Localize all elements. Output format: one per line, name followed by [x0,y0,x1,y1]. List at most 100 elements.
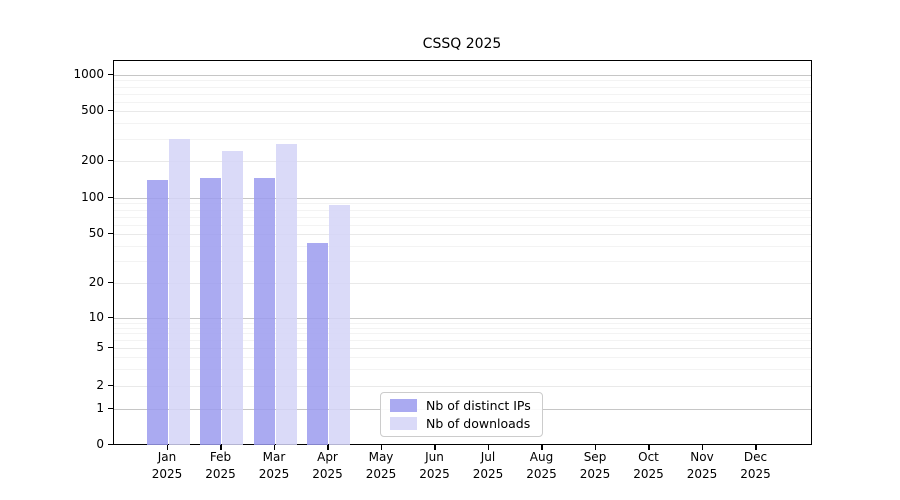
x-tick-month: Aug [529,450,554,464]
minor-gridline [114,101,811,103]
x-tick-year: 2025 [526,467,557,481]
x-tick-month: Jul [480,450,496,464]
minor-gridline [114,261,811,263]
x-tick-mark [541,445,543,450]
y-tick-label: 1 [96,401,104,415]
y-tick-label: 500 [81,103,104,117]
x-tick-mark [487,445,489,450]
x-tick-mark [220,445,222,450]
y-tick-label: 50 [88,226,104,240]
x-tick-month: Oct [638,450,659,464]
legend-item-downloads: Nb of downloads [390,416,542,431]
legend: Nb of distinct IPs Nb of downloads [380,392,543,437]
y-tick-mark [108,109,113,111]
major-gridline [114,234,811,235]
minor-gridline [114,340,811,342]
minor-gridline [114,369,811,371]
x-tick-label: Jan 2025 [140,449,194,483]
x-tick-month: Jun [425,450,444,464]
y-tick-mark [108,159,113,161]
major-gridline [114,318,811,319]
x-tick-year: 2025 [205,467,236,481]
major-gridline [114,283,811,284]
major-gridline [114,161,811,162]
x-tick-label: Sep 2025 [568,449,622,483]
minor-gridline [114,216,811,218]
minor-gridline [114,245,811,247]
x-tick-month: Sep [583,450,607,464]
x-tick-month: Dec [743,450,768,464]
x-tick-mark [327,445,329,450]
x-tick-mark [380,445,382,450]
x-tick-mark [434,445,436,450]
minor-gridline [114,86,811,88]
major-gridline [114,75,811,76]
x-tick-mark [701,445,703,450]
x-tick-mark [755,445,757,450]
minor-gridline [114,123,811,125]
x-tick-year: 2025 [258,467,290,481]
x-tick-label: May 2025 [354,449,408,483]
x-tick-label: Dec 2025 [729,449,783,483]
major-gridline [114,348,811,349]
y-tick-mark [108,232,113,234]
legend-swatch-downloads [390,417,417,430]
x-tick-label: Oct 2025 [622,449,676,483]
y-tick-label: 5 [96,340,104,354]
minor-gridline [114,209,811,211]
bar-jan-downloads [168,138,190,445]
legend-swatch-distinct-ips [390,399,417,412]
minor-gridline [114,203,811,205]
x-tick-month: Mar [262,450,286,464]
y-tick-mark [108,384,113,386]
minor-gridline [114,224,811,226]
bar-mar-distinct-ips [253,178,275,445]
minor-gridline [114,357,811,359]
x-tick-year: 2025 [365,467,397,481]
x-tick-mark [594,445,596,450]
x-tick-year: 2025 [686,467,718,481]
x-tick-label: Nov 2025 [675,449,729,483]
minor-gridline [114,138,811,140]
x-tick-label: Jul 2025 [461,449,515,483]
x-tick-year: 2025 [740,467,771,481]
y-tick-label: 10 [88,310,104,324]
legend-item-distinct-ips: Nb of distinct IPs [390,398,542,413]
x-tick-label: Feb 2025 [194,449,248,483]
bar-feb-downloads [222,151,243,445]
x-tick-mark [273,445,275,450]
bar-feb-distinct-ips [200,178,221,445]
bar-apr-downloads [329,205,350,445]
x-tick-year: 2025 [579,467,611,481]
y-tick-label: 20 [88,275,104,289]
x-tick-label: Jun 2025 [408,449,462,483]
bar-apr-distinct-ips [307,243,328,445]
x-tick-year: 2025 [151,467,183,481]
x-tick-year: 2025 [312,467,343,481]
bar-jan-distinct-ips [146,180,168,445]
minor-gridline [114,80,811,82]
x-tick-month: Apr [317,450,338,464]
x-tick-label: Apr 2025 [301,449,355,483]
y-tick-mark [108,346,113,348]
y-tick-mark [108,281,113,283]
y-tick-mark [108,196,113,198]
x-tick-year: 2025 [633,467,664,481]
major-gridline [114,198,811,199]
x-tick-month: Jan [157,450,177,464]
y-tick-mark [108,407,113,409]
minor-gridline [114,93,811,95]
y-tick-label: 0 [96,437,104,451]
x-tick-label: Mar 2025 [247,449,301,483]
bar-mar-downloads [275,143,297,445]
plot-area [113,60,812,445]
major-gridline [114,111,811,112]
x-tick-mark [648,445,650,450]
y-tick-mark [108,443,113,445]
y-tick-label: 2 [96,378,104,392]
x-tick-month: May [368,450,394,464]
legend-label-downloads: Nb of downloads [426,416,531,431]
minor-gridline [114,327,811,329]
y-tick-label: 200 [81,153,104,167]
